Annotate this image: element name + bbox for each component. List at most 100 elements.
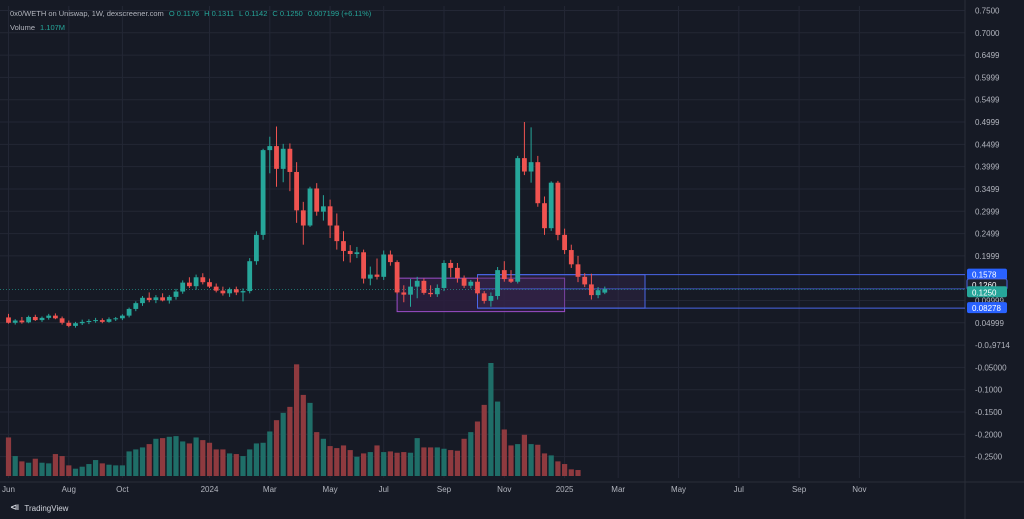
volume-bar	[213, 449, 219, 476]
time-tick-label: May	[323, 485, 338, 494]
volume-bar	[280, 412, 286, 476]
candle	[173, 288, 179, 300]
candle	[448, 259, 454, 278]
candle	[421, 278, 427, 295]
volume-bar	[273, 420, 280, 476]
volume-bar	[454, 450, 460, 476]
time-tick-label: Aug	[62, 485, 76, 494]
volume-bar	[334, 448, 340, 476]
volume-bar	[126, 451, 132, 476]
price-tick-label: 0.2999	[975, 207, 1000, 216]
candle-body	[367, 274, 373, 279]
candle-body	[247, 261, 253, 292]
candle-body	[334, 225, 340, 242]
candle-body	[307, 188, 313, 226]
volume-bar	[79, 466, 85, 476]
change-value: 0.007199 (+6.11%)	[307, 9, 372, 18]
volume-bar	[186, 443, 192, 476]
candle-body	[461, 278, 467, 286]
candle-body	[93, 320, 98, 322]
candle	[381, 250, 387, 280]
price-badge-box	[967, 268, 1007, 280]
candle	[53, 313, 58, 320]
volume-bar	[180, 441, 186, 476]
volume-bar	[52, 454, 58, 476]
tradingview-brand[interactable]: ⧏ TradingView	[10, 503, 68, 513]
volume-bar	[146, 444, 152, 476]
candle-body	[602, 289, 608, 293]
candle-body	[475, 281, 480, 294]
volume-bar	[428, 447, 434, 476]
candle	[294, 162, 299, 223]
candle	[267, 136, 273, 174]
candle	[508, 270, 514, 284]
candle-body	[354, 252, 360, 255]
volume-bar	[166, 436, 172, 476]
price-tick-label: 0.7000	[975, 29, 1000, 38]
candle-body	[39, 317, 45, 321]
volume-bar	[421, 447, 427, 476]
candle-body	[180, 282, 186, 292]
volume-bar	[441, 448, 447, 476]
volume-bar	[407, 452, 414, 476]
price-badge: 0.1578	[967, 268, 1007, 280]
volume-bar	[474, 421, 481, 476]
volume-bar	[139, 447, 146, 476]
candle	[488, 292, 494, 307]
price-axis-labels: 0.7500 0.7000 0.6499 0.5999 0.5499 0.4999 0.44…	[975, 6, 1010, 461]
candle-body	[19, 320, 25, 323]
volume-bar	[133, 449, 139, 476]
candle	[528, 127, 534, 183]
candle-body	[408, 286, 413, 295]
candle-body	[79, 321, 85, 324]
candle-body	[120, 315, 125, 319]
low-value: L 0.1142	[239, 9, 268, 18]
candle	[455, 262, 460, 283]
candle	[347, 245, 353, 263]
candle-body	[468, 281, 474, 286]
candle	[354, 246, 360, 259]
candle-body	[200, 277, 206, 283]
volume-bar	[153, 438, 159, 476]
candle-body	[12, 320, 18, 323]
volume-bar	[233, 454, 239, 476]
price-tick-label: 0.3999	[975, 163, 1000, 172]
candle	[86, 319, 92, 325]
candle	[501, 261, 507, 282]
volume-bar	[267, 431, 273, 476]
volume-bar	[193, 437, 199, 476]
candle	[146, 292, 152, 303]
volume-value: 1.107M	[40, 23, 66, 32]
volume-bar	[240, 456, 246, 476]
volume-bar	[287, 406, 293, 476]
price-tick-label: -0.0₄9714	[975, 341, 1010, 350]
volume-series	[5, 363, 581, 476]
candle	[240, 288, 246, 302]
candle-body	[106, 319, 112, 322]
candle	[32, 314, 38, 321]
candle-body	[32, 316, 38, 321]
volume-bar	[320, 438, 326, 476]
candle-body	[287, 148, 293, 172]
candle-body	[548, 182, 554, 229]
volume-bar	[521, 434, 527, 476]
volume-bar	[515, 444, 521, 476]
candle	[73, 321, 78, 328]
candle	[562, 228, 567, 255]
candle	[280, 143, 286, 183]
time-tick-label: 2024	[201, 485, 219, 494]
candle-body	[6, 317, 11, 323]
time-tick-label: Nov	[852, 485, 866, 494]
volume-bar	[86, 464, 92, 476]
candle-body	[260, 150, 266, 235]
volume-bar	[541, 453, 548, 476]
volume-bar	[347, 450, 353, 476]
candle	[120, 314, 125, 321]
symbol-label[interactable]: 0x0/WETH on Uniswap, 1W, dexscreener.com	[10, 9, 164, 18]
volume-bar	[39, 462, 45, 476]
candle-body	[26, 316, 31, 323]
volume-bar	[448, 450, 454, 476]
candle-body	[220, 290, 226, 294]
volume-bar	[468, 432, 474, 476]
